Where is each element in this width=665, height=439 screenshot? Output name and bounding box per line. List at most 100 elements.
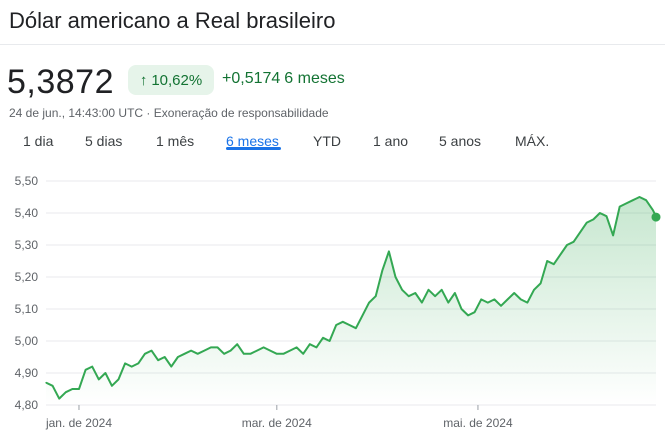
- data-point: [553, 263, 555, 265]
- timestamp: 24 de jun., 14:43:00 UTC: [9, 106, 144, 120]
- data-point: [348, 324, 350, 326]
- data-point: [526, 302, 529, 304]
- area-fill: [46, 197, 656, 405]
- disclaimer-link[interactable]: Exoneração de responsabilidade: [153, 106, 329, 120]
- data-point: [652, 209, 654, 211]
- data-point: [203, 350, 205, 352]
- data-point: [487, 302, 489, 304]
- x-tick-label: mai. de 2024: [443, 416, 513, 430]
- tab-5-years[interactable]: 5 anos: [439, 133, 482, 149]
- header-divider: [0, 44, 665, 45]
- data-point: [579, 231, 581, 233]
- data-point: [236, 343, 238, 345]
- data-point: [474, 311, 476, 313]
- y-tick-label: 5,20: [15, 270, 39, 284]
- data-point: [269, 350, 271, 352]
- data-point: [381, 270, 383, 272]
- data-point: [586, 222, 588, 224]
- data-point: [197, 353, 199, 355]
- data-point: [150, 350, 153, 352]
- data-point: [144, 353, 146, 355]
- data-point: [71, 388, 73, 390]
- x-axis-labels: jan. de 2024 mar. de 2024 mai. de 2024: [45, 405, 513, 430]
- data-point: [427, 289, 430, 291]
- y-tick-label: 4,90: [15, 366, 39, 380]
- data-point: [375, 295, 377, 297]
- data-point: [361, 314, 364, 316]
- tab-1-month[interactable]: 1 mês: [156, 133, 195, 149]
- tab-1-day[interactable]: 1 dia: [23, 133, 54, 149]
- data-point: [638, 196, 641, 198]
- price-chart[interactable]: 5,50 5,40 5,30 5,20 5,10 5,00 4,90 4,80 jan. de…: [0, 165, 665, 439]
- data-point: [625, 202, 627, 204]
- data-point: [223, 353, 225, 355]
- data-point: [559, 254, 561, 256]
- data-point: [210, 346, 212, 348]
- absolute-change-value: +0,5174: [222, 70, 281, 87]
- data-point: [78, 388, 80, 390]
- x-tick-label: jan. de 2024: [45, 416, 112, 430]
- data-point: [414, 292, 416, 294]
- data-point: [394, 276, 397, 278]
- data-point: [177, 356, 179, 358]
- range-tabs: 1 dia 5 dias 1 mês 6 meses YTD 1 ano 5 a…: [0, 131, 665, 161]
- data-point: [401, 289, 403, 291]
- data-point: [65, 391, 67, 393]
- data-point: [500, 305, 502, 307]
- data-point: [295, 346, 298, 348]
- data-point: [104, 372, 106, 374]
- data-point: [243, 353, 245, 355]
- data-point: [507, 298, 509, 300]
- last-price-dot: [651, 212, 661, 222]
- data-point: [170, 366, 172, 368]
- data-point: [124, 362, 126, 364]
- data-point: [190, 350, 192, 352]
- data-point: [98, 378, 100, 380]
- data-point: [520, 298, 522, 300]
- data-point: [467, 314, 469, 316]
- data-point: [335, 324, 337, 326]
- y-tick-label: 5,50: [15, 174, 39, 188]
- data-point: [480, 298, 482, 300]
- tab-5-days[interactable]: 5 dias: [85, 133, 123, 149]
- data-point: [368, 302, 370, 304]
- data-point: [282, 353, 285, 355]
- data-point: [355, 327, 357, 329]
- data-point: [605, 215, 608, 217]
- data-point: [315, 346, 317, 348]
- data-point: [612, 234, 614, 236]
- tab-ytd[interactable]: YTD: [313, 133, 341, 149]
- tab-1-year[interactable]: 1 ano: [373, 133, 409, 149]
- data-point: [328, 340, 331, 342]
- current-price: 5,3872: [7, 63, 114, 101]
- arrow-up-icon: ↑: [139, 71, 148, 89]
- data-point: [434, 295, 436, 297]
- tab-6-months[interactable]: 6 meses: [226, 133, 279, 149]
- data-point: [164, 356, 166, 358]
- series-line: [45, 196, 657, 400]
- data-point: [546, 260, 548, 262]
- data-point: [91, 366, 93, 368]
- data-point: [289, 350, 291, 352]
- data-point: [513, 292, 515, 294]
- data-point: [493, 298, 496, 300]
- data-point: [263, 346, 265, 348]
- active-tab-underline: [226, 147, 281, 150]
- data-point: [388, 250, 390, 252]
- y-tick-label: 4,80: [15, 398, 39, 412]
- percent-change-badge: ↑ 10,62%: [128, 65, 214, 95]
- data-point: [276, 353, 278, 355]
- tab-max[interactable]: MÁX.: [515, 133, 550, 149]
- data-point: [183, 353, 186, 355]
- data-point: [342, 321, 344, 323]
- data-point: [322, 337, 324, 339]
- data-point: [441, 289, 443, 291]
- data-point: [539, 282, 542, 284]
- data-point: [111, 385, 113, 387]
- page-title: Dólar americano a Real brasileiro: [9, 8, 336, 33]
- y-tick-label: 5,30: [15, 238, 39, 252]
- data-point: [421, 302, 423, 304]
- meta-separator: ·: [143, 106, 154, 120]
- change-period-label: 6 meses: [284, 70, 345, 87]
- data-point: [58, 398, 60, 400]
